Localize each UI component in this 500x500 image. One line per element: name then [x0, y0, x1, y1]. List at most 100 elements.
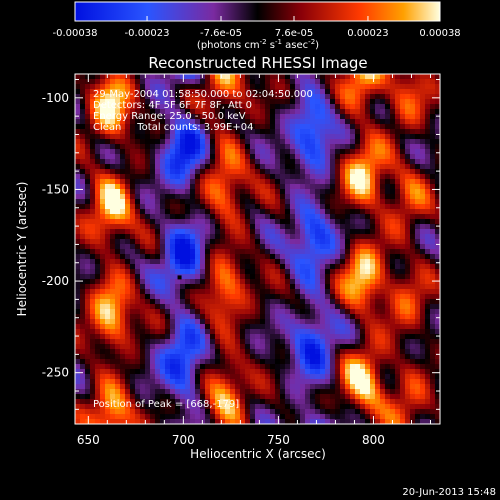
heatmap-cell [300, 284, 305, 289]
heatmap-cell [95, 269, 100, 274]
heatmap-cell [115, 169, 120, 174]
heatmap-cell [405, 359, 410, 364]
heatmap-cell [240, 124, 245, 129]
heatmap-cell [230, 219, 235, 224]
heatmap-cell [265, 159, 270, 164]
heatmap-cell [285, 229, 290, 234]
heatmap-cell [395, 409, 400, 414]
heatmap-cell [285, 239, 290, 244]
heatmap-cell [145, 154, 150, 159]
heatmap-cell [125, 224, 130, 229]
heatmap-cell [160, 84, 165, 89]
heatmap-cell [200, 189, 205, 194]
heatmap-cell [330, 79, 335, 84]
heatmap-cell [225, 84, 230, 89]
heatmap-cell [195, 409, 200, 414]
heatmap-cell [325, 409, 330, 414]
heatmap-cell [255, 389, 260, 394]
heatmap-cell [335, 109, 340, 114]
heatmap-cell [330, 349, 335, 354]
heatmap-cell [140, 174, 145, 179]
heatmap-cell [115, 229, 120, 234]
heatmap-cell [205, 334, 210, 339]
heatmap-cell [385, 249, 390, 254]
heatmap-cell [380, 229, 385, 234]
heatmap-cell [270, 254, 275, 259]
heatmap-cell [355, 294, 360, 299]
heatmap-cell [335, 159, 340, 164]
heatmap-cell [390, 324, 395, 329]
heatmap-cell [200, 214, 205, 219]
heatmap-cell [335, 104, 340, 109]
heatmap-cell [310, 224, 315, 229]
heatmap-cell [320, 399, 325, 404]
heatmap-cell [390, 239, 395, 244]
heatmap-cell [190, 364, 195, 369]
heatmap-cell [400, 254, 405, 259]
heatmap-cell [215, 184, 220, 189]
heatmap-cell [130, 224, 135, 229]
heatmap-cell [410, 89, 415, 94]
heatmap-cell [190, 394, 195, 399]
heatmap-cell [315, 164, 320, 169]
heatmap-cell [135, 399, 140, 404]
heatmap-cell [95, 79, 100, 84]
heatmap-cell [105, 314, 110, 319]
heatmap-cell [390, 199, 395, 204]
heatmap-cell [320, 409, 325, 414]
heatmap-cell [340, 234, 345, 239]
heatmap-cell [250, 259, 255, 264]
heatmap-cell [290, 314, 295, 319]
heatmap-cell [135, 134, 140, 139]
heatmap-cell [390, 189, 395, 194]
heatmap-cell [95, 134, 100, 139]
heatmap-cell [100, 229, 105, 234]
heatmap-cell [280, 259, 285, 264]
heatmap-cell [315, 244, 320, 249]
heatmap-cell [410, 179, 415, 184]
heatmap-cell [150, 369, 155, 374]
heatmap-cell [185, 84, 190, 89]
heatmap-cell [220, 389, 225, 394]
heatmap-cell [425, 124, 430, 129]
heatmap-cell [270, 359, 275, 364]
heatmap-cell [285, 179, 290, 184]
heatmap-cell [145, 379, 150, 384]
heatmap-cell [370, 299, 375, 304]
heatmap-cell [370, 119, 375, 124]
heatmap-cell [210, 219, 215, 224]
heatmap-cell [220, 169, 225, 174]
heatmap-cell [255, 164, 260, 169]
heatmap-cell [255, 384, 260, 389]
heatmap-cell [145, 94, 150, 99]
heatmap-cell [315, 149, 320, 154]
heatmap-cell [215, 354, 220, 359]
heatmap-cell [255, 339, 260, 344]
heatmap-cell [205, 324, 210, 329]
heatmap-cell [340, 139, 345, 144]
heatmap-cell [400, 244, 405, 249]
heatmap-cell [125, 239, 130, 244]
heatmap-cell [300, 99, 305, 104]
heatmap-cell [375, 119, 380, 124]
heatmap-cell [275, 214, 280, 219]
heatmap-cell [380, 199, 385, 204]
heatmap-cell [350, 149, 355, 154]
heatmap-cell [265, 374, 270, 379]
heatmap-cell [315, 399, 320, 404]
heatmap-cell [155, 364, 160, 369]
heatmap-cell [90, 344, 95, 349]
heatmap-cell [225, 304, 230, 309]
heatmap-cell [410, 269, 415, 274]
heatmap-cell [330, 394, 335, 399]
heatmap-cell [275, 84, 280, 89]
heatmap-cell [430, 299, 435, 304]
heatmap-cell [275, 369, 280, 374]
heatmap-cell [400, 409, 405, 414]
heatmap-cell [360, 229, 365, 234]
heatmap-cell [315, 279, 320, 284]
heatmap-cell [120, 359, 125, 364]
heatmap-cell [335, 249, 340, 254]
heatmap-cell [370, 199, 375, 204]
heatmap-cell [165, 149, 170, 154]
